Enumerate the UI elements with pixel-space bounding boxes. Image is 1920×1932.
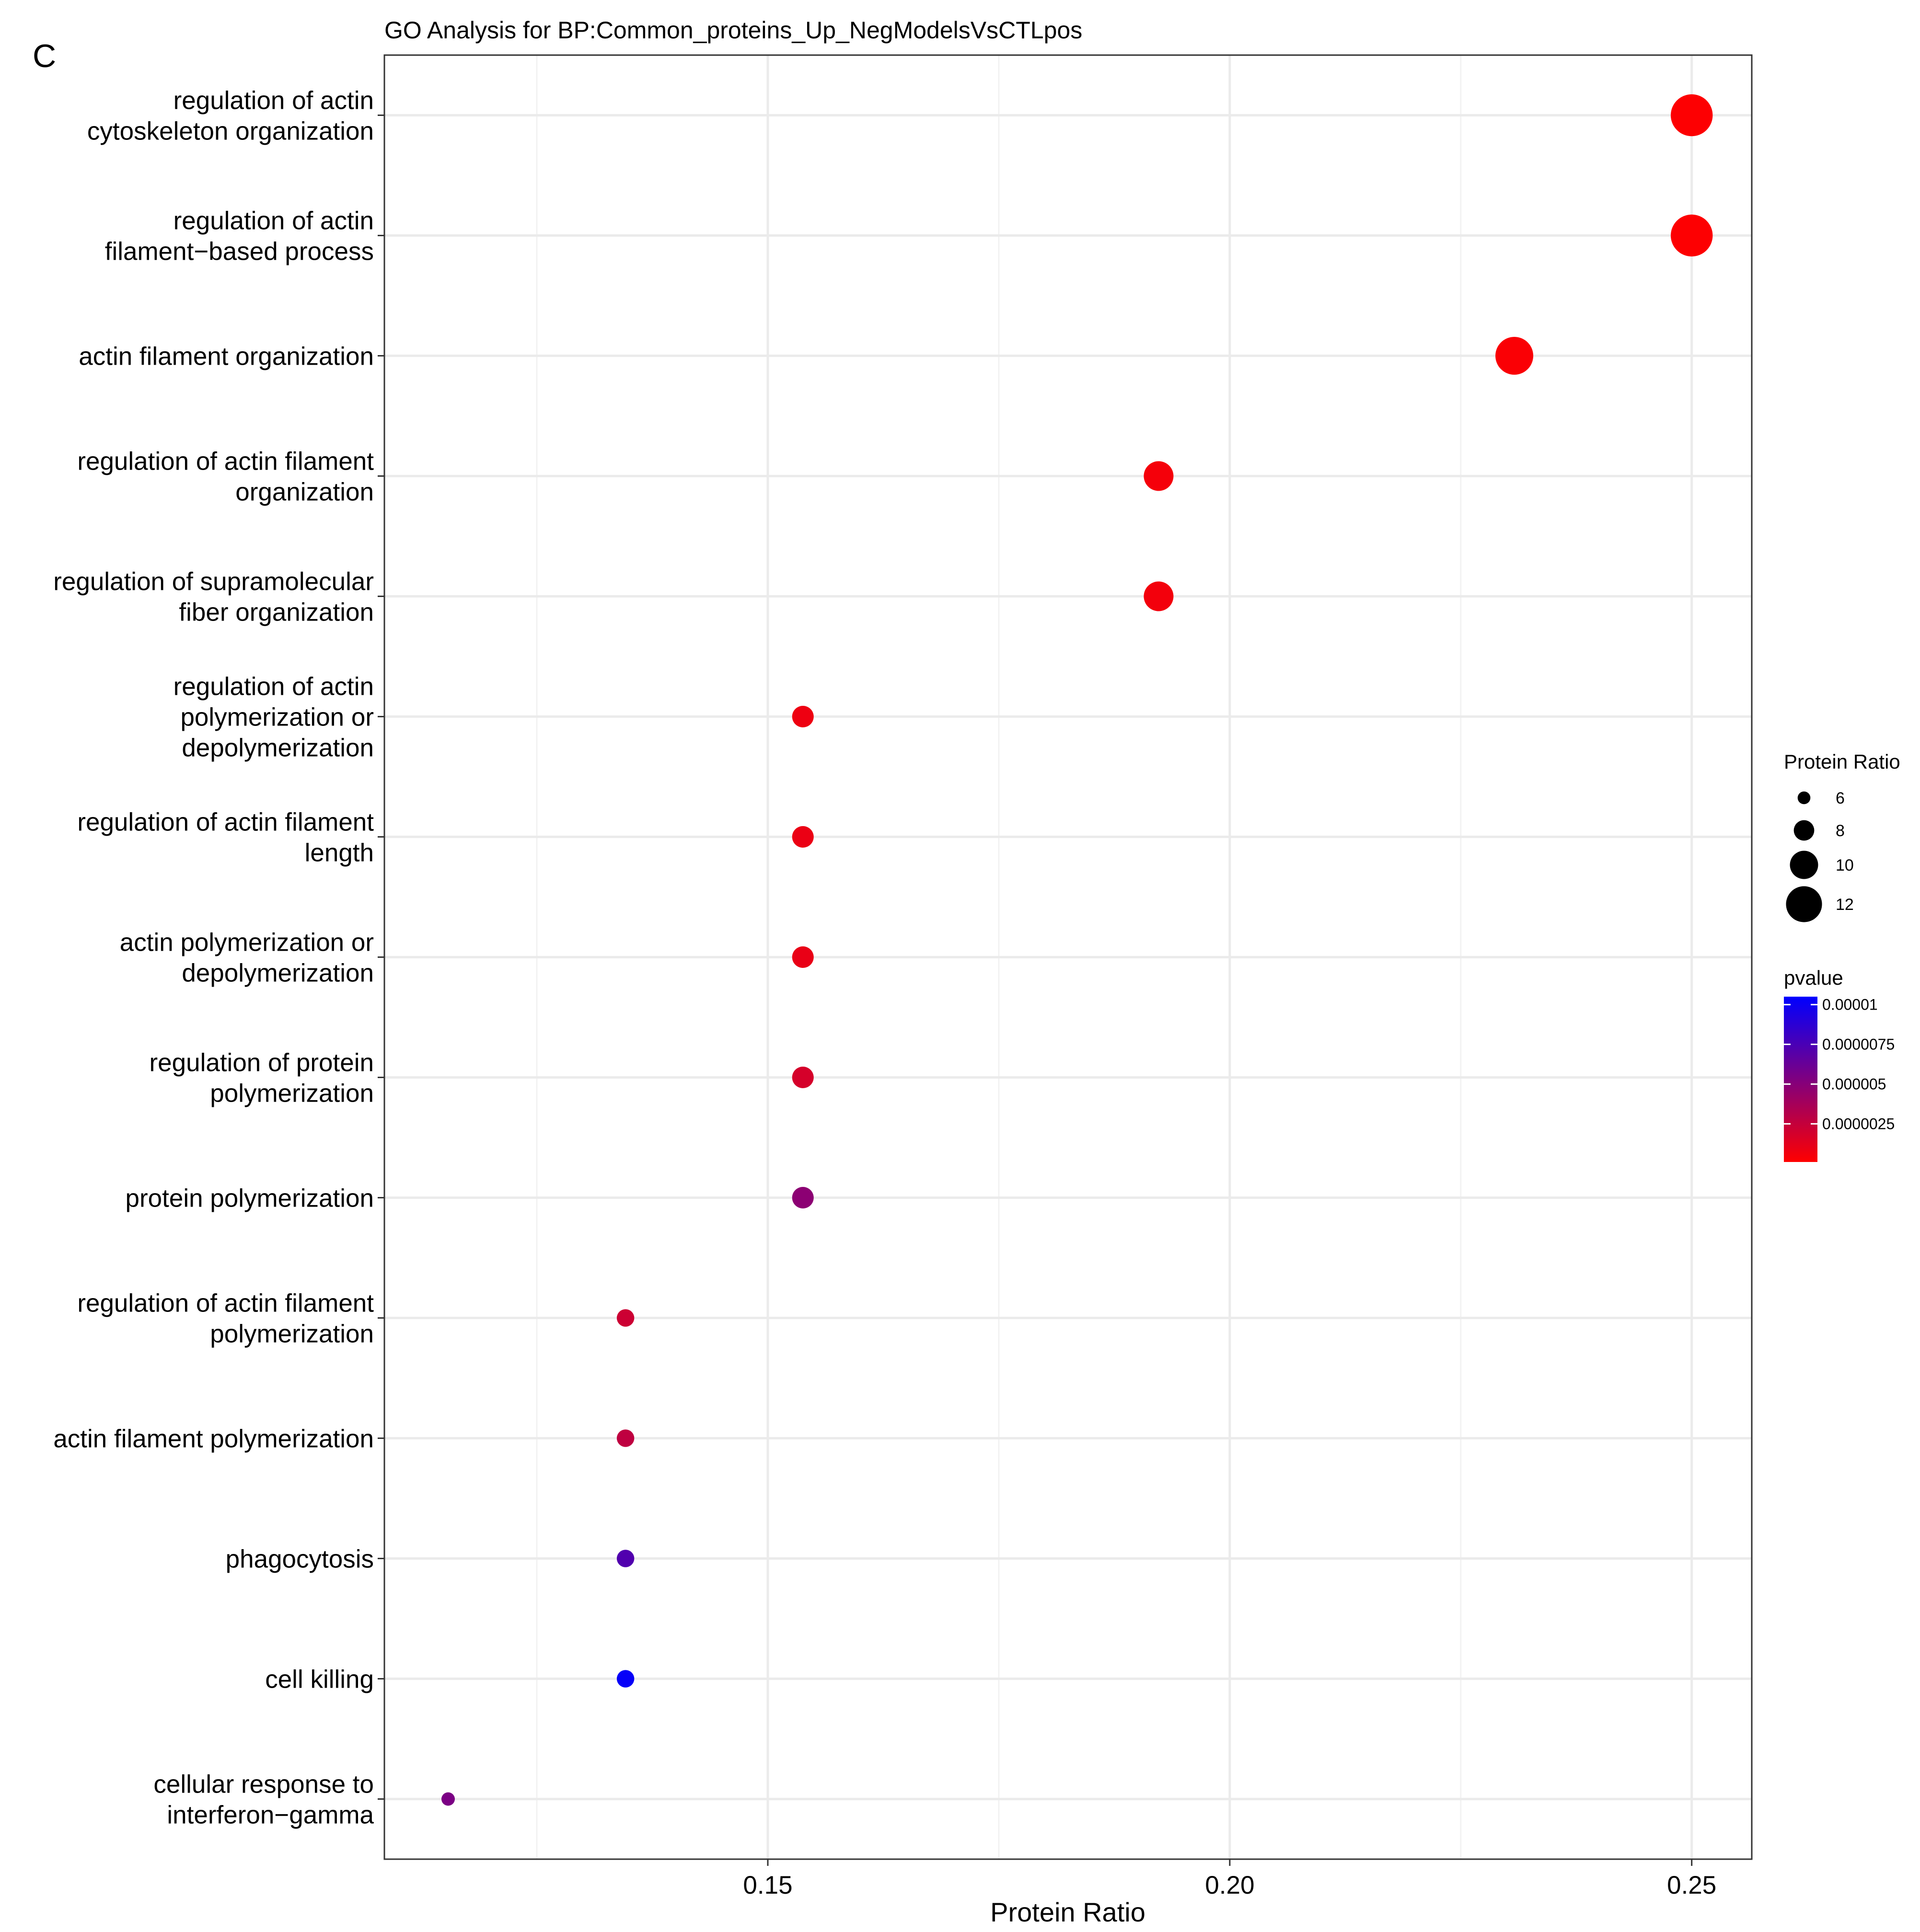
y-tick-label: depolymerization — [182, 959, 374, 988]
data-point — [616, 1550, 635, 1567]
size-legend-title: Protein Ratio — [1784, 750, 1900, 773]
y-tick-label: actin filament organization — [79, 343, 374, 371]
y-tick-label: organization — [235, 478, 374, 506]
data-point — [792, 706, 814, 727]
data-point — [792, 1067, 814, 1088]
pvalue-colorbar — [1784, 997, 1817, 1162]
y-tick-label: polymerization or — [180, 703, 374, 732]
data-point — [441, 1792, 455, 1806]
size-legend-key — [1790, 851, 1818, 879]
data-point — [792, 826, 814, 848]
x-tick-label: 0.25 — [1667, 1871, 1716, 1899]
pvalue-tick-label: 0.0000025 — [1822, 1115, 1895, 1132]
y-tick-label: polymerization — [210, 1320, 374, 1348]
y-tick-label: actin filament polymerization — [53, 1425, 374, 1453]
pvalue-legend-title: pvalue — [1784, 966, 1843, 989]
y-tick-label: length — [305, 839, 374, 867]
size-legend: Protein Ratio 6 8 10 12 — [1784, 750, 1900, 922]
y-tick-label: phagocytosis — [226, 1545, 374, 1574]
y-tick-label: regulation of actin — [173, 87, 374, 115]
x-axis-title: Protein Ratio — [990, 1897, 1145, 1927]
pvalue-tick-label: 0.00001 — [1822, 996, 1878, 1013]
data-point — [616, 1670, 635, 1688]
y-tick-label: regulation of actin — [173, 207, 374, 235]
data-point — [1670, 94, 1713, 137]
data-point — [1144, 581, 1174, 611]
size-legend-key — [1786, 886, 1822, 922]
size-legend-label: 8 — [1836, 822, 1845, 840]
y-tick-label: interferon−gamma — [167, 1801, 374, 1829]
size-legend-key — [1793, 820, 1815, 841]
x-axis: 0.15 0.20 0.25 — [743, 1859, 1716, 1899]
x-tick-label: 0.20 — [1205, 1871, 1254, 1899]
major-gridlines — [384, 55, 1752, 1859]
data-point — [1670, 214, 1713, 257]
data-point — [616, 1309, 635, 1327]
panel-label: C — [33, 38, 56, 74]
y-tick-label: actin polymerization or — [120, 929, 374, 957]
data-point — [1495, 337, 1534, 375]
y-tick-label: regulation of actin filament — [77, 1289, 374, 1318]
pvalue-tick-label: 0.0000075 — [1822, 1036, 1895, 1053]
y-tick-label: filament−based process — [105, 238, 374, 266]
y-tick-label: cytoskeleton organization — [87, 117, 374, 146]
size-legend-label: 6 — [1836, 789, 1845, 807]
data-point — [1144, 461, 1174, 491]
y-tick-label: regulation of supramolecular — [53, 568, 374, 596]
y-tick-label: regulation of protein — [150, 1049, 374, 1077]
y-tick-label: protein polymerization — [126, 1184, 374, 1213]
y-tick-label: depolymerization — [182, 734, 374, 762]
size-legend-key — [1797, 791, 1811, 805]
y-tick-label: cell killing — [265, 1666, 374, 1694]
y-tick-label: fiber organization — [179, 598, 374, 627]
data-point — [792, 1187, 814, 1208]
y-tick-label: cellular response to — [153, 1771, 374, 1799]
y-tick-label: polymerization — [210, 1080, 374, 1108]
data-point — [792, 946, 814, 968]
data-point — [616, 1429, 635, 1447]
pvalue-legend: pvalue 0.00001 0.0000075 0.000005 0.0000025 — [1784, 966, 1895, 1162]
size-legend-label: 10 — [1836, 856, 1854, 874]
y-tick-label: regulation of actin — [173, 673, 374, 701]
chart-title: GO Analysis for BP:Common_proteins_Up_Ne… — [384, 17, 1082, 44]
y-tick-label: regulation of actin filament — [77, 808, 374, 837]
data-points — [441, 94, 1713, 1806]
x-tick-label: 0.15 — [743, 1871, 792, 1899]
y-tick-label: regulation of actin filament — [77, 448, 374, 476]
size-legend-label: 12 — [1836, 896, 1854, 914]
pvalue-tick-label: 0.000005 — [1822, 1075, 1886, 1092]
